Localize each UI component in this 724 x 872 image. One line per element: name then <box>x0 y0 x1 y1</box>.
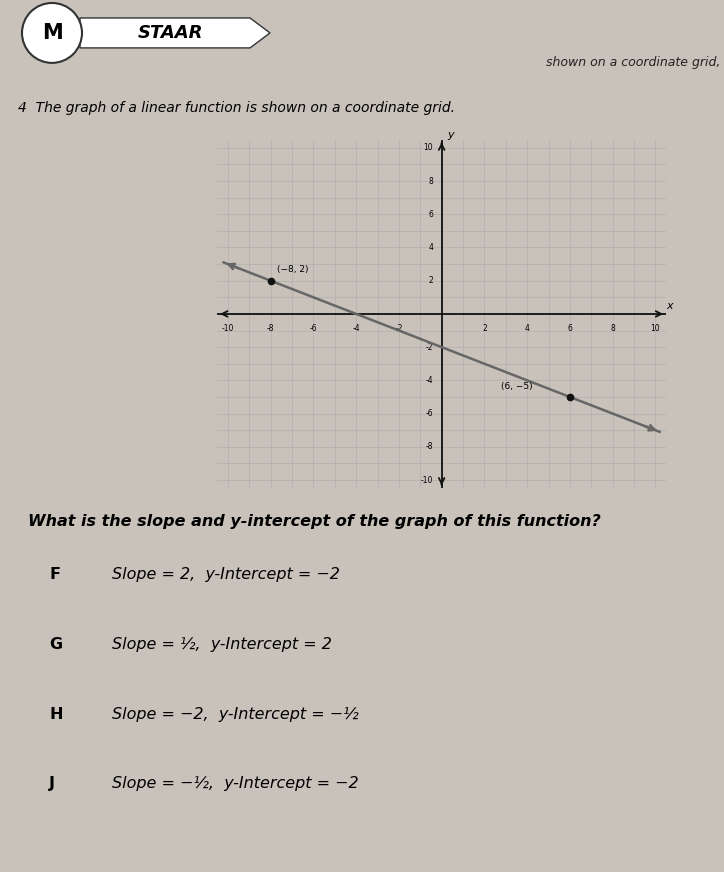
Text: 2: 2 <box>429 276 433 285</box>
Text: shown on a coordinate grid,: shown on a coordinate grid, <box>546 57 720 70</box>
Text: 4: 4 <box>428 243 433 252</box>
Text: 10: 10 <box>424 143 433 153</box>
Text: (−8, 2): (−8, 2) <box>277 265 308 275</box>
Text: 8: 8 <box>429 176 433 186</box>
Text: Slope = ½,  y-Intercept = 2: Slope = ½, y-Intercept = 2 <box>111 637 332 652</box>
Text: (6, −5): (6, −5) <box>502 382 533 391</box>
Text: x: x <box>666 301 673 310</box>
Text: H: H <box>49 706 63 722</box>
Text: -10: -10 <box>222 324 234 333</box>
Polygon shape <box>80 18 270 48</box>
Circle shape <box>22 3 82 63</box>
Text: 4: 4 <box>525 324 529 333</box>
Text: F: F <box>49 567 60 582</box>
Text: 10: 10 <box>651 324 660 333</box>
Text: G: G <box>49 637 62 652</box>
Text: Slope = 2,  y-Intercept = −2: Slope = 2, y-Intercept = −2 <box>111 567 340 582</box>
Text: Slope = −½,  y-Intercept = −2: Slope = −½, y-Intercept = −2 <box>111 776 358 792</box>
Text: 6: 6 <box>428 210 433 219</box>
Text: Slope = −2,  y-Intercept = −½: Slope = −2, y-Intercept = −½ <box>111 706 358 722</box>
Text: -8: -8 <box>267 324 274 333</box>
Text: 4  The graph of a linear function is shown on a coordinate grid.: 4 The graph of a linear function is show… <box>18 101 455 115</box>
Text: 8: 8 <box>610 324 615 333</box>
Text: -4: -4 <box>353 324 360 333</box>
Text: STAAR: STAAR <box>138 24 203 42</box>
Text: -2: -2 <box>426 343 433 351</box>
Text: -4: -4 <box>426 376 433 385</box>
Text: What is the slope and y-intercept of the graph of this function?: What is the slope and y-intercept of the… <box>28 514 601 528</box>
Text: -8: -8 <box>426 442 433 452</box>
Text: M: M <box>41 23 62 43</box>
Text: -10: -10 <box>421 475 433 485</box>
Text: y: y <box>447 130 453 140</box>
Text: -2: -2 <box>395 324 403 333</box>
Text: 2: 2 <box>482 324 487 333</box>
Text: -6: -6 <box>426 409 433 418</box>
Text: J: J <box>49 776 55 792</box>
Text: 6: 6 <box>568 324 573 333</box>
Text: -6: -6 <box>310 324 317 333</box>
